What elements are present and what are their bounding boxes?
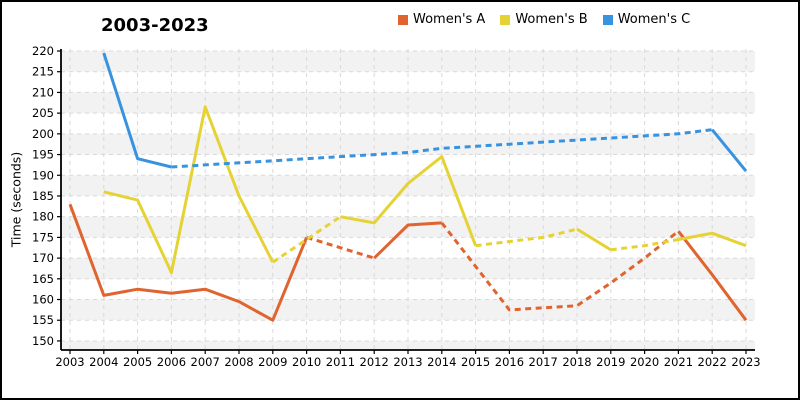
svg-text:2015: 2015 (461, 355, 490, 369)
svg-text:215: 215 (32, 65, 54, 79)
legend-color-swatch (398, 14, 408, 25)
svg-text:2010: 2010 (292, 355, 321, 369)
legend-label: Women's C (617, 12, 691, 27)
svg-text:2020: 2020 (630, 355, 659, 369)
legend-color-swatch (602, 14, 613, 25)
svg-text:2012: 2012 (360, 355, 389, 369)
chart-title: 2003-2023 (101, 15, 209, 36)
svg-text:180: 180 (32, 210, 54, 224)
svg-text:160: 160 (32, 293, 54, 307)
svg-text:190: 190 (32, 168, 54, 182)
svg-text:200: 200 (32, 127, 54, 141)
plot-background-bands (61, 49, 755, 350)
legend-color-swatch (500, 14, 511, 25)
svg-text:150: 150 (32, 334, 54, 348)
svg-text:2006: 2006 (157, 355, 186, 369)
svg-text:175: 175 (32, 230, 54, 244)
svg-text:2007: 2007 (191, 355, 220, 369)
svg-text:2003: 2003 (55, 355, 84, 369)
svg-text:205: 205 (32, 106, 54, 120)
svg-text:2008: 2008 (224, 355, 253, 369)
svg-text:165: 165 (32, 272, 54, 286)
legend-label: Women's A (413, 12, 486, 27)
svg-text:2018: 2018 (562, 355, 591, 369)
legend-item-women-s-a: Women's A (398, 12, 485, 27)
svg-text:2005: 2005 (123, 355, 152, 369)
legend-item-women-s-c: Women's C (602, 12, 691, 27)
svg-text:195: 195 (32, 148, 54, 162)
series-line-women-s-b (103, 105, 747, 275)
svg-text:2016: 2016 (495, 355, 524, 369)
series-line-women-s-c (102, 52, 748, 173)
y-axis-label: Time (seconds) (8, 151, 24, 248)
svg-text:2019: 2019 (596, 355, 625, 369)
svg-text:185: 185 (32, 189, 54, 203)
svg-text:2004: 2004 (89, 355, 118, 369)
legend-label: Women's B (515, 12, 588, 27)
svg-text:220: 220 (32, 44, 54, 58)
series-line-women-s-a (68, 203, 748, 322)
legend-item-women-s-b: Women's B (500, 12, 588, 27)
svg-text:2021: 2021 (664, 355, 693, 369)
svg-text:2013: 2013 (393, 355, 422, 369)
tick-labels: 150 155 160 165 170 175 180 185 190 195 200 205 210 2… (32, 44, 761, 369)
svg-text:2009: 2009 (258, 355, 287, 369)
svg-text:2014: 2014 (427, 355, 456, 369)
legend: Women's A Women's B Women's C (398, 12, 690, 27)
gridlines (61, 49, 755, 350)
svg-text:2023: 2023 (731, 355, 760, 369)
svg-text:2022: 2022 (698, 355, 727, 369)
tick-marks (57, 50, 747, 354)
svg-text:170: 170 (32, 251, 54, 265)
svg-text:155: 155 (32, 313, 54, 327)
svg-text:2011: 2011 (326, 355, 355, 369)
svg-text:2017: 2017 (529, 355, 558, 369)
svg-text:210: 210 (32, 85, 54, 99)
